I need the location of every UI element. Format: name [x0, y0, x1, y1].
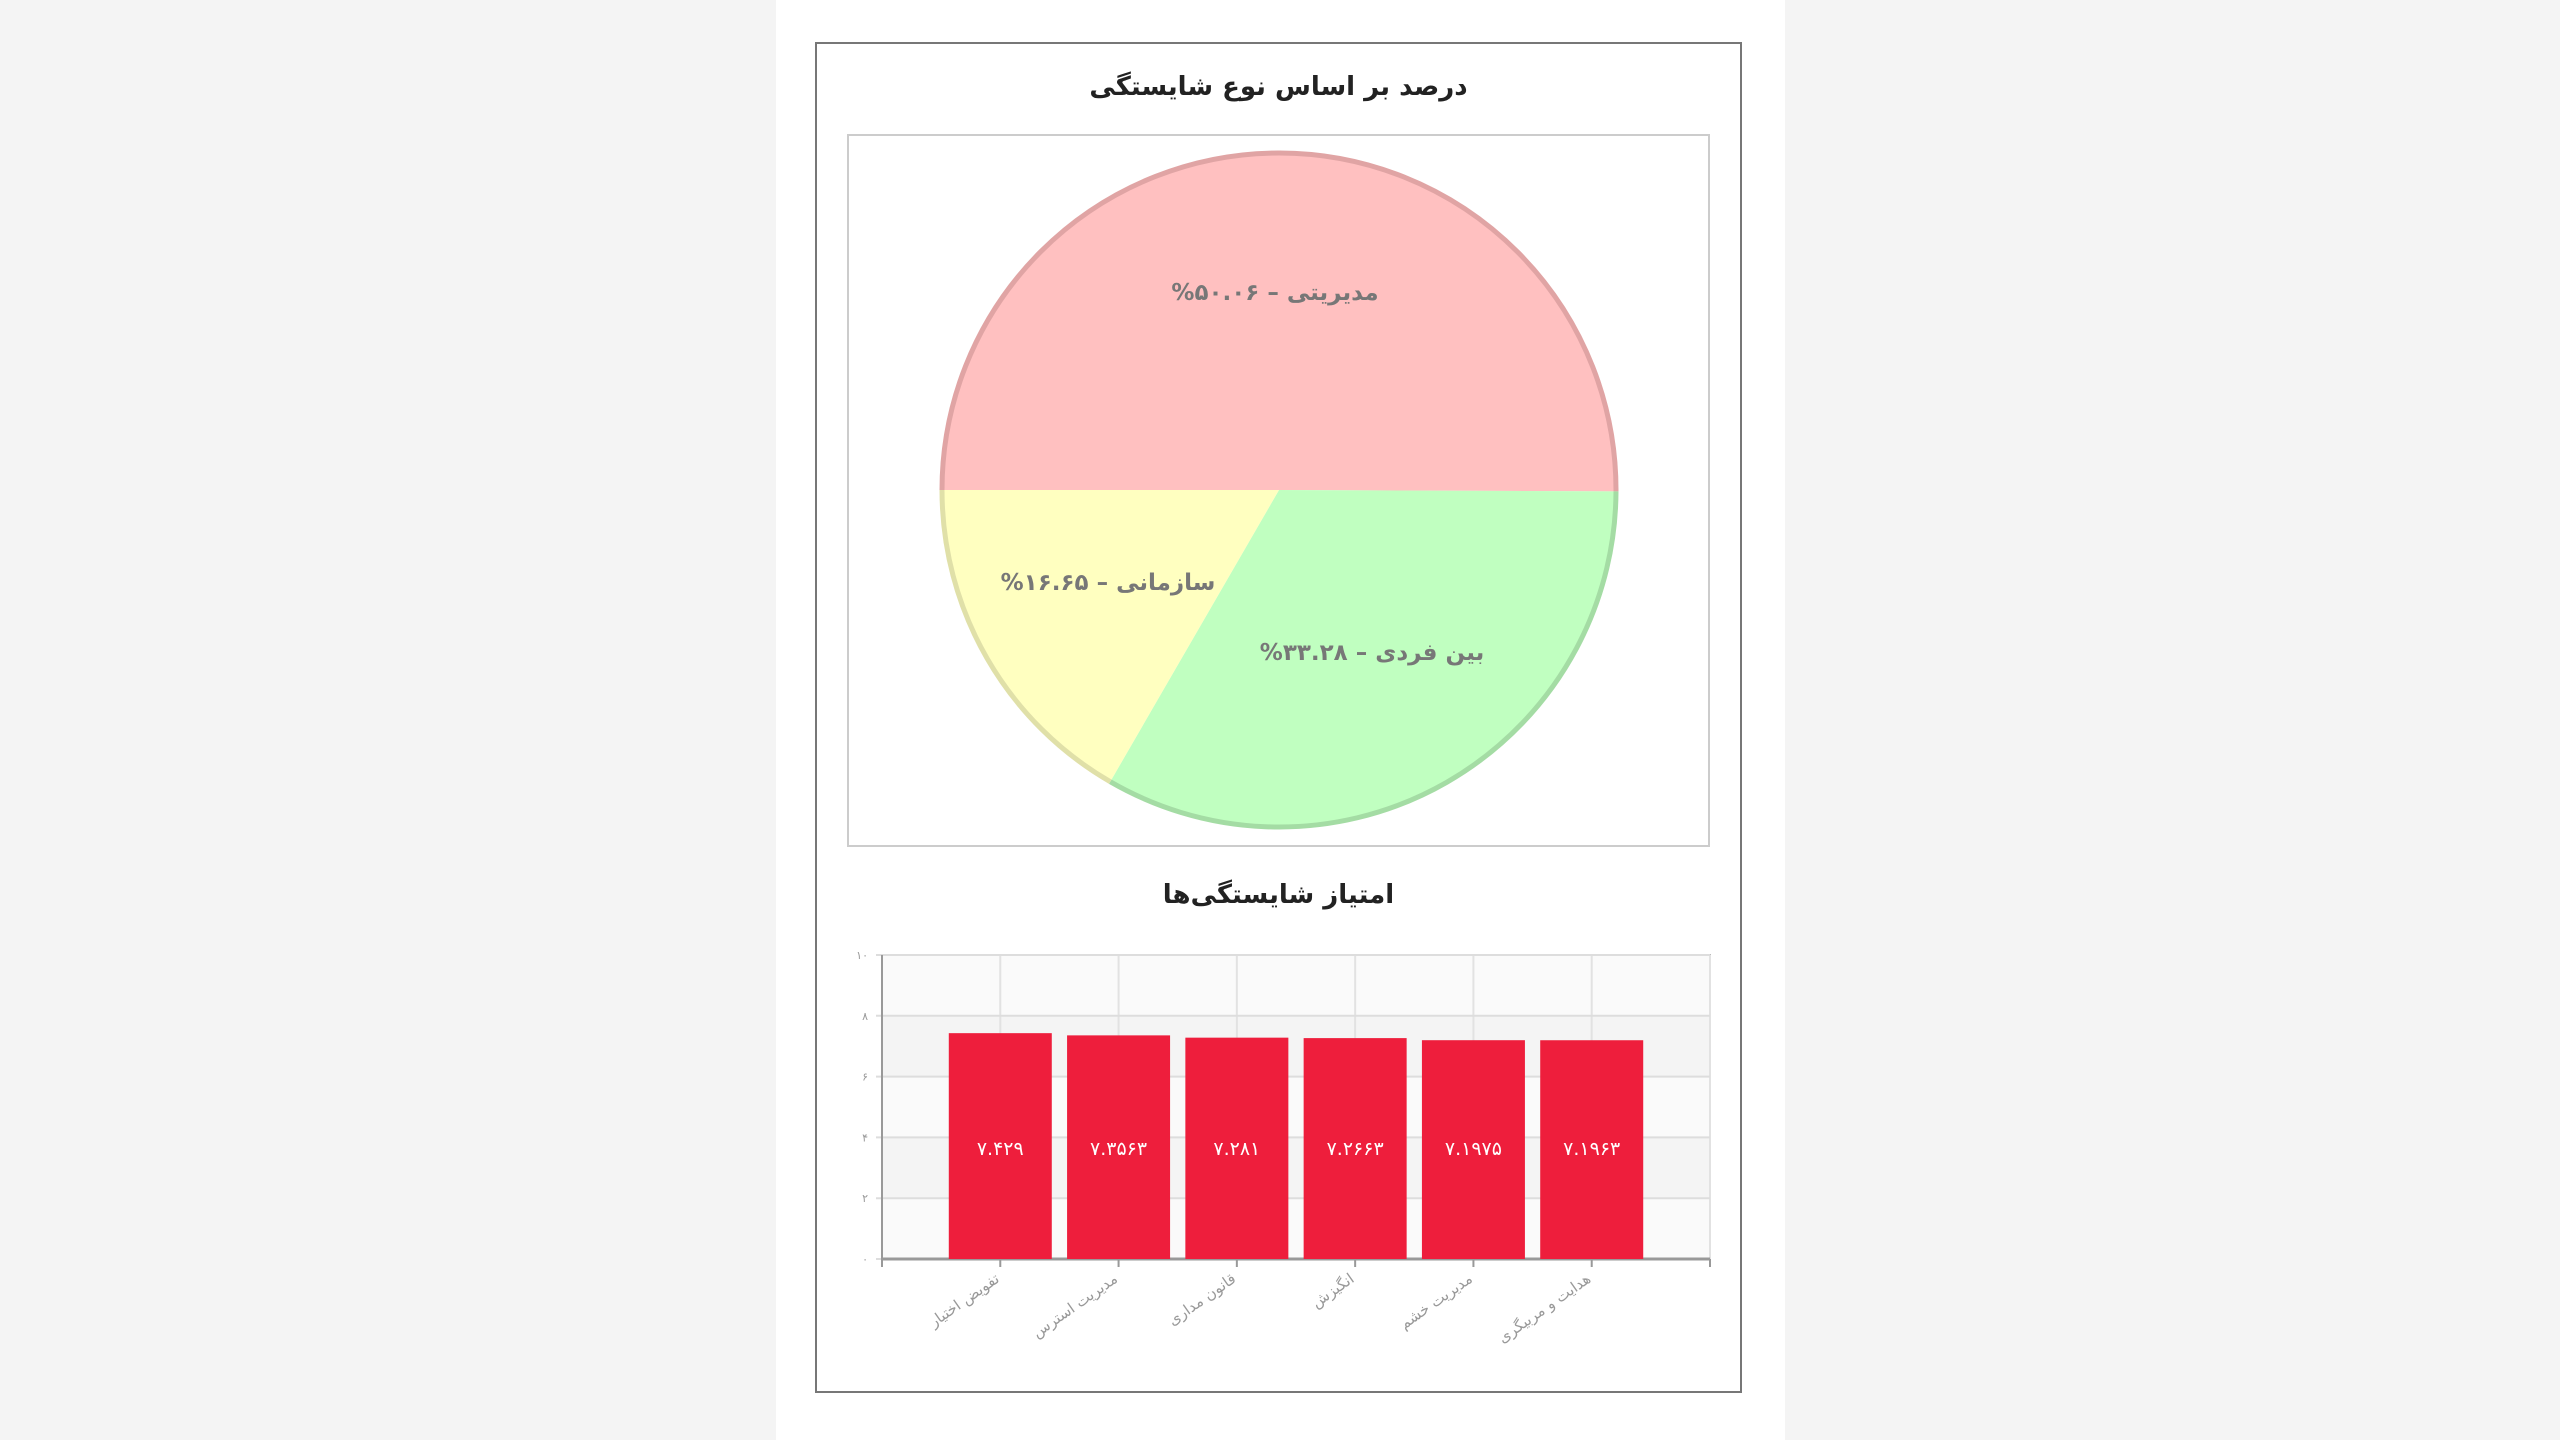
- pie-slice: [942, 490, 1279, 782]
- bar-value-label: ۷.۳۵۶۳: [1090, 1138, 1147, 1160]
- bar: [1540, 1040, 1644, 1259]
- pie-slice-edge: [939, 151, 1619, 492]
- bar: [1421, 1040, 1525, 1259]
- y-tick-label: ۰: [862, 1253, 868, 1266]
- pie-chart-box: [847, 134, 1710, 847]
- x-tick-label: انگیزش: [1308, 1270, 1357, 1312]
- x-tick-label: مدیریت خشم: [1396, 1270, 1476, 1333]
- pie-slice: [1110, 490, 1616, 827]
- pie-slice-label: مدیریتی – ۵۰.۰۶%: [1171, 280, 1378, 306]
- pie-chart-title: درصد بر اساس نوع شایستگی: [1089, 72, 1468, 102]
- pie-slice-edge: [1108, 491, 1619, 830]
- bar: [1067, 1035, 1171, 1259]
- x-tick-label: هدایت و مربیگری: [1494, 1269, 1594, 1346]
- bar: [948, 1033, 1052, 1259]
- y-tick-label: ۸: [862, 1010, 868, 1023]
- x-tick-label: مدیریت استرس: [1029, 1270, 1121, 1342]
- bar-value-label: ۷.۴۲۹: [977, 1138, 1024, 1160]
- x-tick-label: قانون مداری: [1165, 1270, 1240, 1330]
- bar: [1303, 1038, 1407, 1259]
- y-tick-label: ۱۰: [856, 949, 868, 962]
- y-tick-label: ۲: [862, 1192, 868, 1205]
- pie-slice-label: سازمانی – ۱۶.۶۵%: [1001, 570, 1216, 596]
- y-tick-label: ۶: [862, 1071, 868, 1084]
- bar-chart-title: امتیاز شایستگی‌ها: [1162, 880, 1395, 910]
- pie-slice-label: بین فردی – ۳۳.۲۸%: [1260, 640, 1484, 666]
- y-tick-label: ۴: [862, 1131, 868, 1144]
- bar-value-label: ۷.۲۶۶۳: [1327, 1138, 1384, 1160]
- bar-value-label: ۷.۲۸۱: [1213, 1138, 1260, 1160]
- pie-slice: [942, 152, 1617, 492]
- bar-value-label: ۷.۱۹۶۳: [1563, 1138, 1620, 1160]
- bar: [1185, 1037, 1289, 1259]
- x-tick-label: تفویض اختیار: [925, 1270, 1003, 1332]
- pie-slice-edge: [939, 489, 1112, 784]
- bar-value-label: ۷.۱۹۷۵: [1445, 1138, 1502, 1160]
- report-frame: [815, 42, 1742, 1393]
